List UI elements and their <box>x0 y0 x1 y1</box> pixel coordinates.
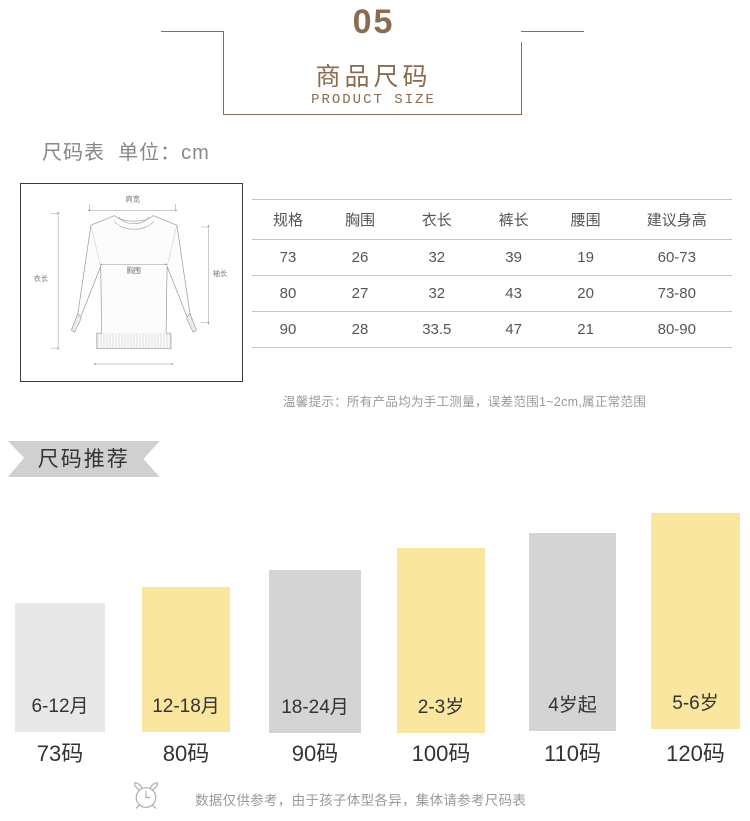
svg-text:肩宽: 肩宽 <box>126 195 140 204</box>
svg-text:袖长: 袖长 <box>213 269 227 278</box>
svg-text:胸围: 胸围 <box>127 266 141 275</box>
svg-text:衣长: 衣长 <box>34 274 48 283</box>
